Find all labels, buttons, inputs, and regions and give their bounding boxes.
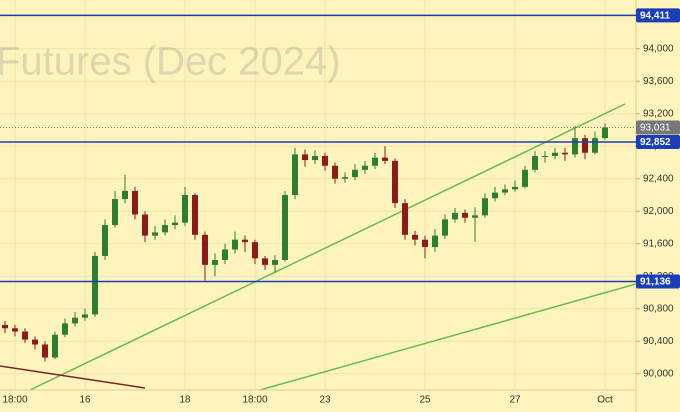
candle-body <box>332 165 338 179</box>
y-tick-label: 90,800 <box>643 303 674 314</box>
candle-body <box>72 317 78 324</box>
candles <box>2 123 608 362</box>
candle-body <box>562 152 568 155</box>
x-tick-label: 18:00 <box>242 395 267 406</box>
candle-body <box>362 165 368 170</box>
candle-body <box>182 195 188 223</box>
candle-body <box>242 239 248 243</box>
x-tick-label: Oct <box>597 395 613 406</box>
candle-body <box>82 314 88 318</box>
candle-body <box>442 219 448 236</box>
candle-body <box>572 138 578 155</box>
y-tick-label: 94,000 <box>643 43 674 54</box>
x-tick-label: 25 <box>419 395 431 406</box>
trend-line <box>0 365 146 389</box>
x-tick-label: 18 <box>179 395 191 406</box>
candle-body <box>472 215 478 218</box>
candle-body <box>142 214 148 236</box>
candle-body <box>232 239 238 250</box>
candle-body <box>392 160 398 204</box>
candle-body <box>2 325 8 329</box>
y-tick-label: 90,000 <box>643 368 674 379</box>
candle-body <box>492 192 498 199</box>
candle-body <box>592 138 598 153</box>
y-tick-label: 92,000 <box>643 206 674 217</box>
candle-body <box>542 156 548 157</box>
candle-body <box>292 154 298 195</box>
watermark: Futures (Dec 2024) <box>0 40 341 84</box>
candle-body <box>512 186 518 190</box>
y-tick-label: 93,200 <box>643 108 674 119</box>
x-tick-label: 27 <box>509 395 521 406</box>
overlay: 90,00090,40090,80091,20091,60092,00092,4… <box>0 8 680 406</box>
candle-body <box>342 177 348 179</box>
last-price-label: 93,031 <box>640 123 671 134</box>
trend-line <box>29 103 626 391</box>
candle-body <box>402 203 408 235</box>
candle-body <box>92 255 98 315</box>
level-label: 94,411 <box>640 10 670 21</box>
level-label: 91,136 <box>640 277 671 288</box>
candle-body <box>132 190 138 215</box>
candle-body <box>222 249 228 260</box>
candle-body <box>102 225 108 256</box>
candle-body <box>312 156 318 161</box>
last-price-box <box>636 120 680 135</box>
candle-body <box>52 334 58 358</box>
candle-body <box>272 260 278 265</box>
y-tick-label: 90,400 <box>643 336 674 347</box>
x-tick-label: 18:00 <box>2 395 27 406</box>
candle-body <box>462 212 468 218</box>
candle-body <box>352 169 358 178</box>
level-label: 92,852 <box>640 137 671 148</box>
grid <box>0 0 636 390</box>
candle-body <box>32 339 38 345</box>
candle-body <box>532 156 538 170</box>
candle-body <box>202 234 208 265</box>
candle-body <box>482 198 488 216</box>
candle-body <box>282 195 288 260</box>
candle-body <box>22 331 28 340</box>
y-tick-label: 93,600 <box>643 76 674 87</box>
candle-body <box>252 242 258 259</box>
level-label-box <box>636 135 680 150</box>
candle-body <box>452 212 458 220</box>
candle-body <box>42 344 48 358</box>
candle-body <box>112 199 118 226</box>
x-tick-label: 16 <box>79 395 91 406</box>
level-label-box <box>636 274 680 289</box>
candle-body <box>122 190 128 200</box>
candle-body <box>582 138 588 153</box>
candle-body <box>552 152 558 156</box>
candle-body <box>322 156 328 166</box>
candle-body <box>502 189 508 193</box>
candle-body <box>302 154 308 161</box>
trend-line <box>259 283 637 391</box>
candle-body <box>432 235 438 247</box>
y-tick-label: 91,600 <box>643 238 674 249</box>
y-tick-label: 92,400 <box>643 173 674 184</box>
candle-body <box>162 225 168 233</box>
candle-body <box>372 157 378 166</box>
level-label-box <box>636 8 680 23</box>
candle-body <box>192 195 198 235</box>
candle-body <box>12 328 18 332</box>
candle-body <box>212 260 218 265</box>
candle-body <box>522 169 528 187</box>
candle-body <box>412 234 418 240</box>
candle-body <box>62 323 68 335</box>
candle-body <box>262 258 268 265</box>
candle-body <box>172 222 178 226</box>
candle-body <box>382 157 388 161</box>
x-tick-label: 23 <box>319 395 331 406</box>
candle-body <box>152 232 158 236</box>
candle-body <box>422 239 428 247</box>
candle-body <box>602 127 608 139</box>
